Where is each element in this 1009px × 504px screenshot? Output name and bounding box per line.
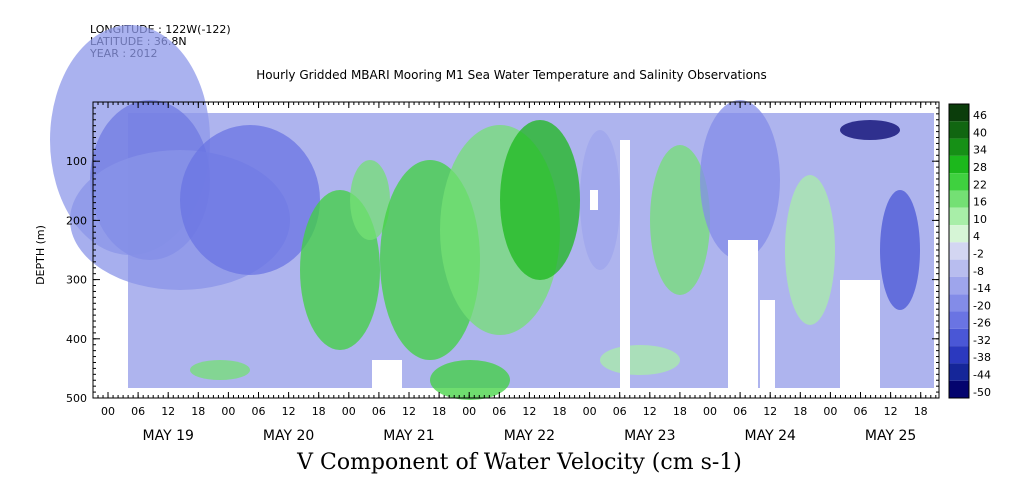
colorbar-swatch xyxy=(949,311,969,329)
x-tick-label: 12 xyxy=(884,405,898,418)
x-tick-label: 06 xyxy=(372,405,386,418)
x-tick-label: 18 xyxy=(312,405,326,418)
x-tick-label: 18 xyxy=(673,405,687,418)
y-tick-label: 100 xyxy=(66,155,87,168)
colorbar-swatch xyxy=(949,138,969,156)
colorbar-label: 10 xyxy=(973,213,987,226)
colorbar-label: -20 xyxy=(973,299,991,312)
colorbar-swatch xyxy=(949,363,969,381)
x-tick-label: 12 xyxy=(282,405,296,418)
field-blob xyxy=(430,360,510,400)
x-tick-label: 00 xyxy=(462,405,476,418)
colorbar-label: -2 xyxy=(973,247,984,260)
colorbar-label: -26 xyxy=(973,317,991,330)
x-day-label: MAY 21 xyxy=(383,428,434,444)
field-blob xyxy=(650,145,710,295)
colorbar-label: -14 xyxy=(973,282,991,295)
y-tick-label: 200 xyxy=(66,214,87,227)
x-tick-label: 00 xyxy=(342,405,356,418)
x-tick-label: 06 xyxy=(131,405,145,418)
data-gap xyxy=(590,190,598,210)
x-tick-label: 12 xyxy=(643,405,657,418)
x-tick-label: 12 xyxy=(161,405,175,418)
y-axis-label: DEPTH (m) xyxy=(34,225,47,285)
x-tick-label: 00 xyxy=(221,405,235,418)
colorbar-swatch xyxy=(949,190,969,208)
field-blob xyxy=(580,130,620,270)
colorbar-label: 28 xyxy=(973,161,987,174)
field-blob xyxy=(700,100,780,260)
field-blob xyxy=(785,175,835,325)
data-gap xyxy=(728,240,758,388)
x-day-label: MAY 22 xyxy=(504,428,555,444)
colorbar-label: 46 xyxy=(973,109,987,122)
x-tick-label: 18 xyxy=(914,405,928,418)
colorbar-label: -38 xyxy=(973,351,991,364)
field-blob xyxy=(600,345,680,375)
x-tick-label: 06 xyxy=(854,405,868,418)
field-blob xyxy=(180,125,320,275)
x-day-label: MAY 20 xyxy=(263,428,314,444)
x-tick-label: 00 xyxy=(583,405,597,418)
colorbar-label: 4 xyxy=(973,230,980,243)
x-day-label: MAY 25 xyxy=(865,428,916,444)
colorbar-swatch xyxy=(949,207,969,226)
colorbar-frame xyxy=(948,103,970,399)
colorbar-swatch xyxy=(949,225,969,243)
colorbar-swatch xyxy=(949,104,969,122)
x-tick-label: 18 xyxy=(553,405,567,418)
colorbar-swatch xyxy=(949,242,969,260)
colorbar-swatch xyxy=(949,259,969,277)
x-day-label: MAY 23 xyxy=(624,428,675,444)
y-tick-label: 400 xyxy=(66,333,87,346)
colorbar-swatch xyxy=(949,294,969,312)
colorbar-label: 22 xyxy=(973,178,987,191)
x-tick-label: 18 xyxy=(793,405,807,418)
colorbar-label: -50 xyxy=(973,386,991,399)
field-blob xyxy=(190,360,250,380)
field-blob xyxy=(840,120,900,140)
x-tick-label: 18 xyxy=(432,405,446,418)
x-tick-label: 06 xyxy=(492,405,506,418)
x-tick-label: 06 xyxy=(613,405,627,418)
x-tick-label: 00 xyxy=(703,405,717,418)
x-tick-label: 12 xyxy=(522,405,536,418)
x-tick-label: 00 xyxy=(823,405,837,418)
field-blob xyxy=(500,120,580,280)
colorbar-swatch xyxy=(949,121,969,139)
y-tick-label: 500 xyxy=(66,392,87,405)
data-gap xyxy=(620,140,630,388)
x-tick-label: 06 xyxy=(252,405,266,418)
colorbar-swatch xyxy=(949,328,969,347)
colorbar-swatch xyxy=(949,276,969,295)
colorbar-swatch xyxy=(949,380,969,398)
x-axis-label: V Component of Water Velocity (cm s-1) xyxy=(297,450,742,475)
colorbar-label: 16 xyxy=(973,196,987,209)
y-tick-label: 300 xyxy=(66,274,87,287)
x-day-label: MAY 24 xyxy=(745,428,796,444)
colorbar-swatch xyxy=(949,346,969,364)
x-tick-label: 06 xyxy=(733,405,747,418)
field-blob xyxy=(350,160,390,240)
colorbar-label: 34 xyxy=(973,144,987,157)
data-gap xyxy=(372,360,402,388)
x-day-label: MAY 19 xyxy=(143,428,194,444)
x-tick-label: 12 xyxy=(763,405,777,418)
colorbar-swatch xyxy=(949,155,969,174)
colorbar-label: -44 xyxy=(973,369,991,382)
field-blob xyxy=(880,190,920,310)
chart-title: Hourly Gridded MBARI Mooring M1 Sea Wate… xyxy=(256,68,767,82)
colorbar-swatch xyxy=(949,173,969,191)
x-tick-label: 12 xyxy=(402,405,416,418)
data-gap xyxy=(760,300,775,388)
colorbar-label: 40 xyxy=(973,126,987,139)
colorbar-label: -32 xyxy=(973,334,991,347)
x-tick-label: 18 xyxy=(191,405,205,418)
x-tick-label: 00 xyxy=(101,405,115,418)
data-gap xyxy=(840,280,880,388)
colorbar-label: -8 xyxy=(973,265,984,278)
